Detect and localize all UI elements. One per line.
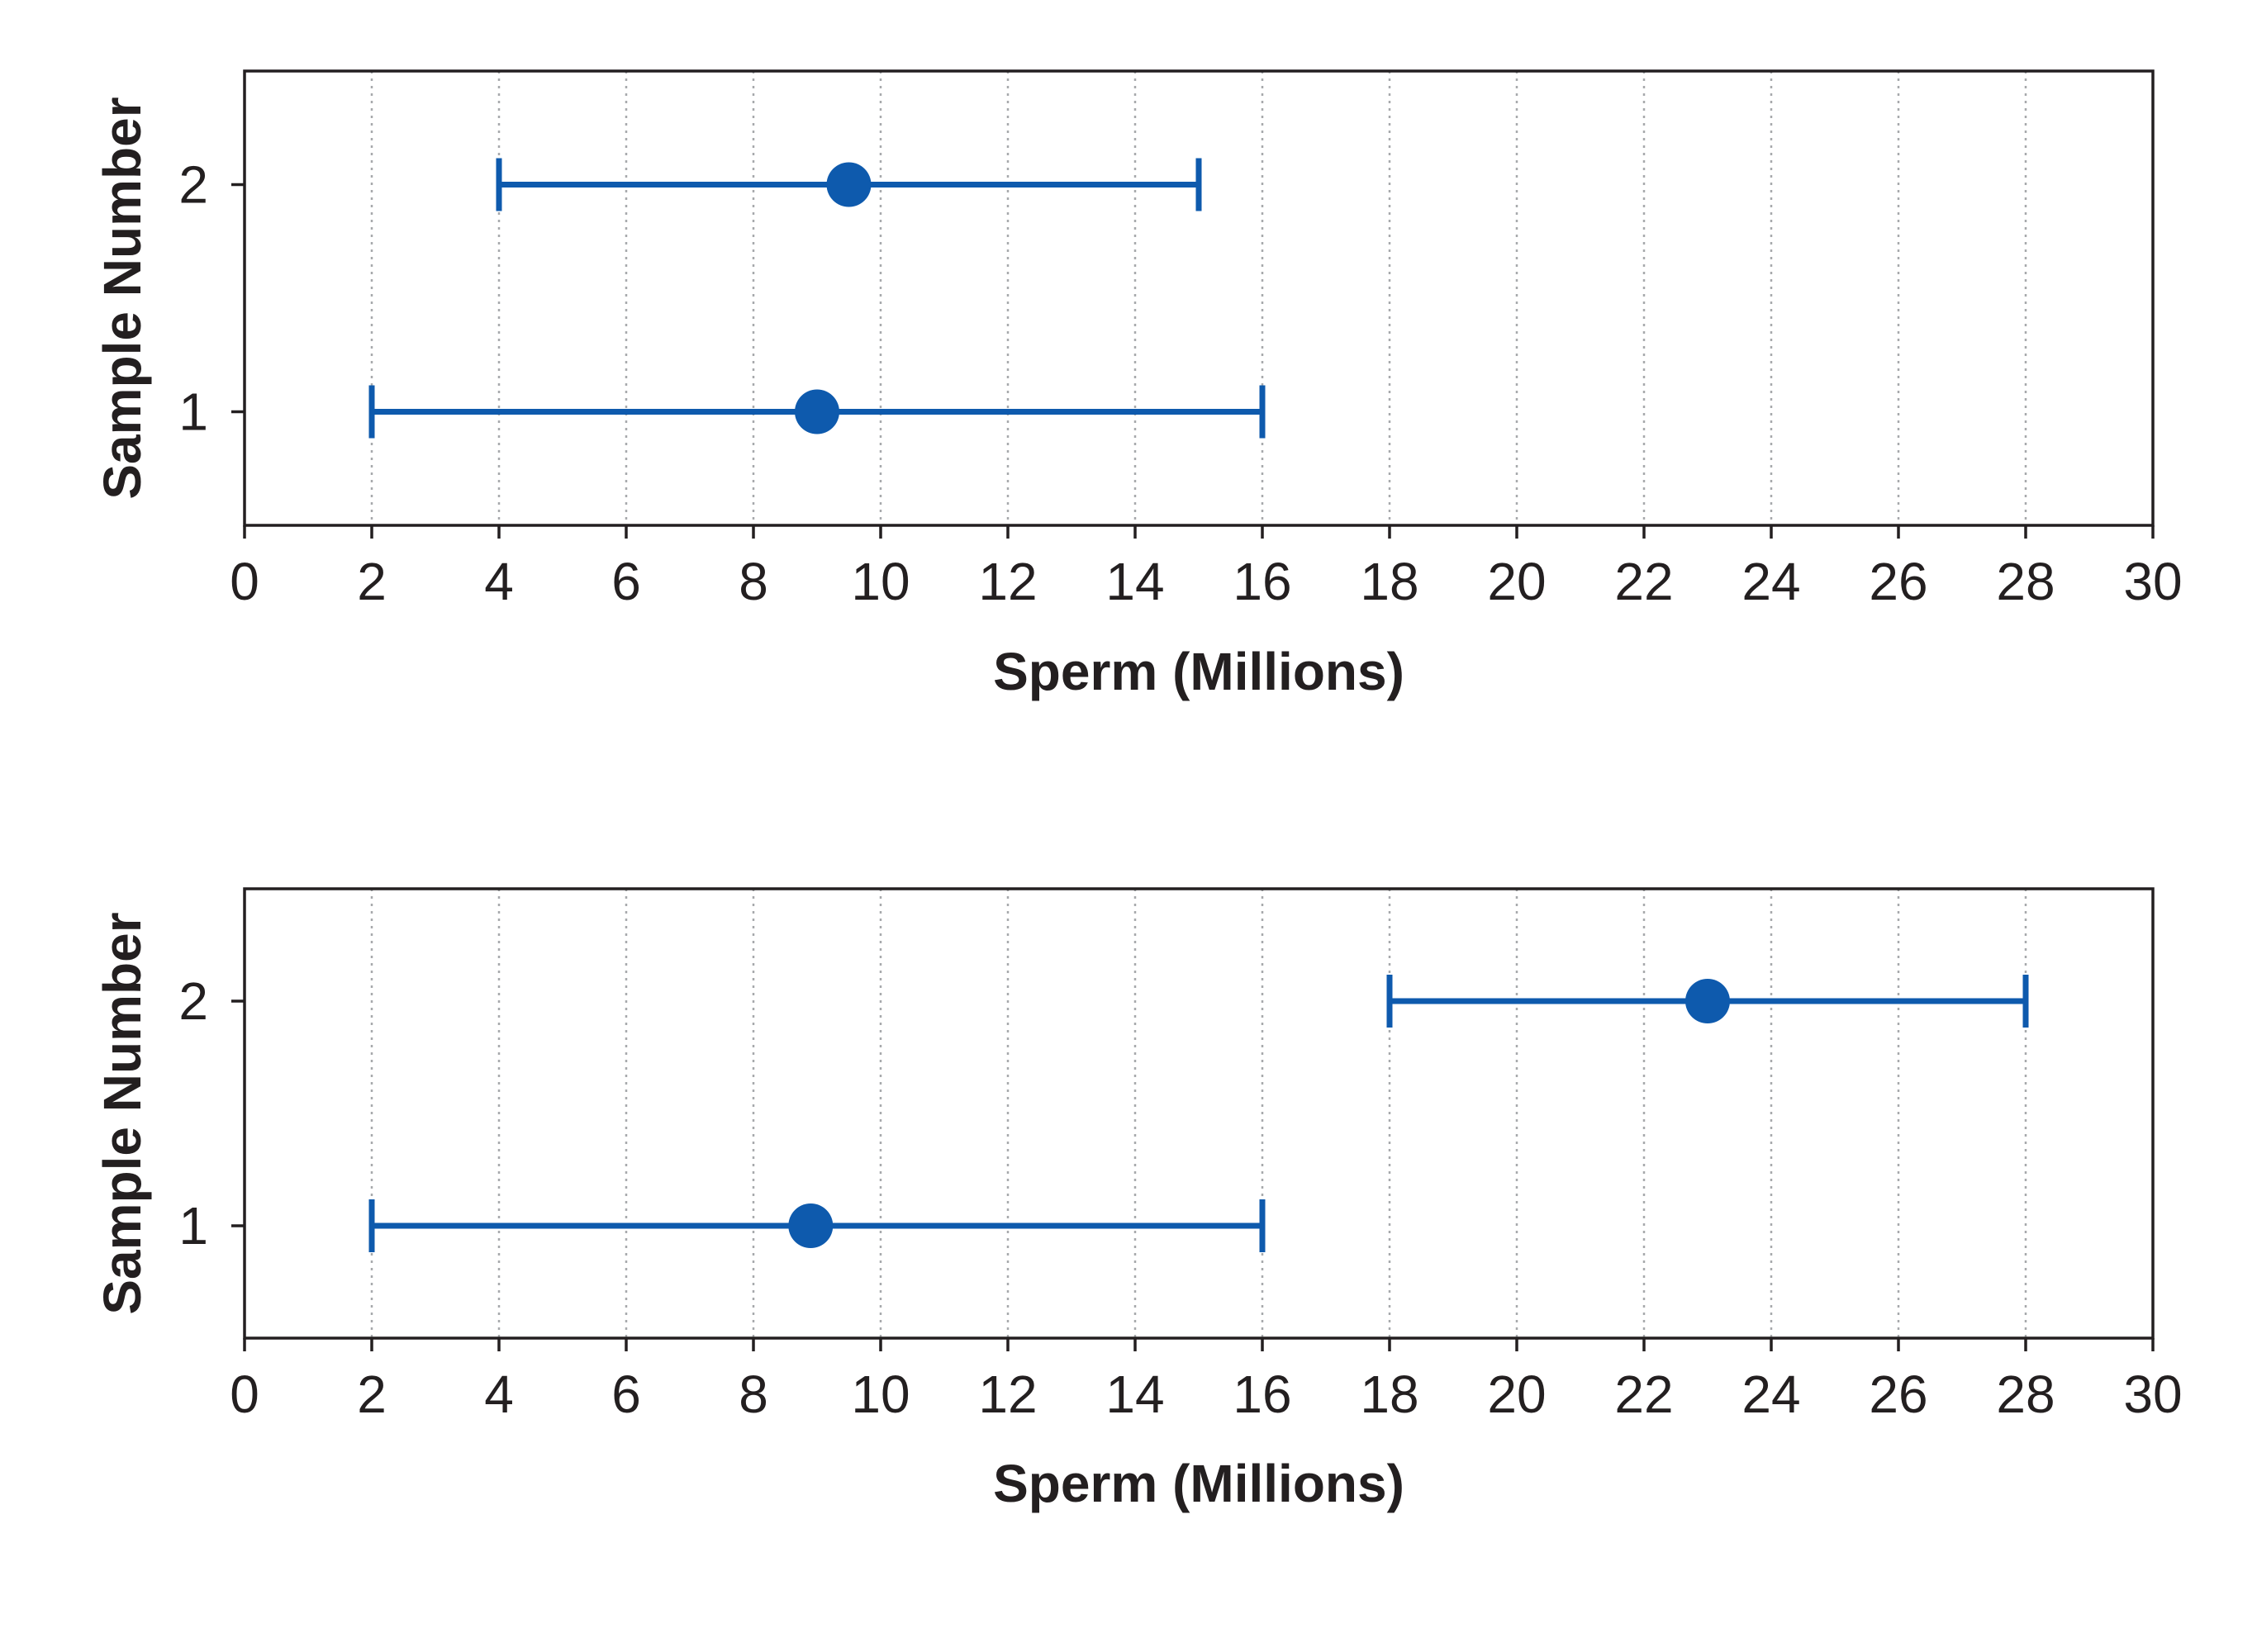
y-tick-label: 1 [178, 382, 208, 442]
x-tick-label: 20 [1487, 1365, 1546, 1424]
y-axis-title: Sample Number [93, 912, 152, 1314]
y-axis-title: Sample Number [93, 97, 152, 499]
x-tick-label: 18 [1360, 1365, 1418, 1424]
x-tick-label: 30 [2123, 552, 2182, 611]
x-tick-label: 18 [1360, 552, 1418, 611]
x-tick-label: 26 [1869, 552, 1927, 611]
point-estimate-sample-1 [795, 389, 839, 434]
x-tick-label: 26 [1869, 1365, 1927, 1424]
x-tick-label: 4 [484, 552, 514, 611]
y-tick-label: 1 [178, 1196, 208, 1256]
x-tick-label: 16 [1233, 1365, 1291, 1424]
x-tick-label: 14 [1105, 1365, 1164, 1424]
x-tick-label: 24 [1741, 1365, 1800, 1424]
x-axis-title: Sperm (Millions) [993, 642, 1404, 701]
x-tick-label: 14 [1105, 552, 1164, 611]
x-tick-label: 0 [230, 1365, 259, 1424]
x-tick-label: 6 [611, 552, 641, 611]
x-tick-label: 22 [1614, 1365, 1673, 1424]
x-tick-label: 2 [357, 1365, 387, 1424]
x-tick-label: 6 [611, 1365, 641, 1424]
x-tick-label: 28 [1996, 1365, 2055, 1424]
y-tick-label: 2 [178, 971, 208, 1031]
x-axis-title: Sperm (Millions) [993, 1454, 1404, 1513]
point-estimate-sample-2 [1685, 979, 1730, 1023]
x-tick-label: 10 [851, 552, 910, 611]
x-tick-label: 24 [1741, 552, 1800, 611]
x-tick-label: 8 [739, 1365, 768, 1424]
plot-frame [243, 887, 2155, 1340]
x-tick-label: 4 [484, 1365, 514, 1424]
x-tick-label: 28 [1996, 552, 2055, 611]
x-tick-label: 20 [1487, 552, 1546, 611]
x-tick-label: 10 [851, 1365, 910, 1424]
x-tick-label: 8 [739, 552, 768, 611]
x-tick-label: 12 [978, 552, 1037, 611]
x-tick-label: 0 [230, 552, 259, 611]
point-estimate-sample-2 [826, 162, 872, 207]
x-tick-label: 16 [1233, 552, 1291, 611]
x-tick-label: 12 [978, 1365, 1037, 1424]
x-tick-label: 2 [357, 552, 387, 611]
point-estimate-sample-1 [788, 1203, 834, 1248]
plot-frame [243, 69, 2155, 527]
y-tick-label: 2 [178, 155, 208, 215]
x-tick-label: 30 [2123, 1365, 2182, 1424]
x-tick-label: 22 [1614, 552, 1673, 611]
